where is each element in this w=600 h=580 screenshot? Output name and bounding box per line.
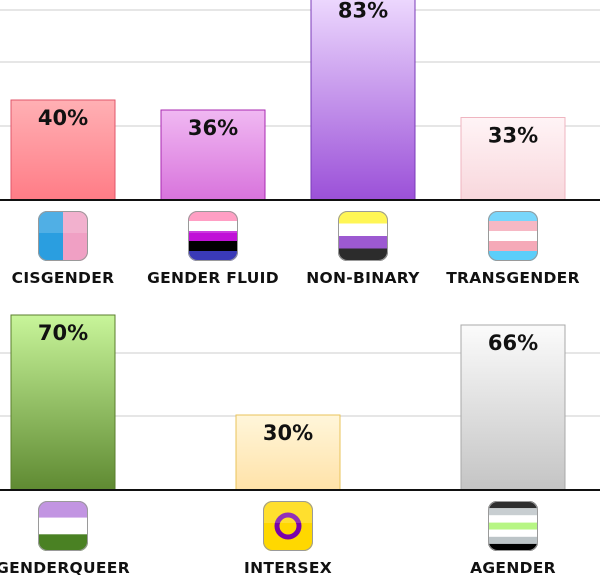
category-label: TRANSGENDER — [446, 269, 580, 287]
transgender-flag-icon — [488, 211, 538, 261]
bar-agender — [460, 324, 566, 491]
category-label: GENDERQUEER — [0, 559, 130, 577]
category-label: INTERSEX — [244, 559, 332, 577]
category-label: AGENDER — [470, 559, 556, 577]
bar-value-label: 36% — [188, 116, 238, 140]
bar-gender-fluid — [160, 109, 266, 201]
intersex-flag-icon — [263, 501, 313, 551]
bar-intersex — [235, 414, 341, 491]
bar-value-label: 33% — [488, 124, 538, 148]
bar-value-label: 30% — [263, 421, 313, 445]
chart-panel-1: 40% CISGENDER 36% GENDER FLUID 83% NON-BINARY… — [0, 0, 600, 287]
chart-panel-2: 70% GENDERQUEER 30% INTERSEX 66% AGENDER — [0, 314, 600, 577]
bar-value-label: 70% — [38, 321, 88, 345]
genderfluid-flag-icon — [188, 211, 238, 261]
cisgender-flag-icon — [38, 211, 88, 261]
genderqueer-flag-icon — [38, 501, 88, 551]
bar-value-label: 40% — [38, 106, 88, 130]
category-label: GENDER FLUID — [147, 269, 279, 287]
bar-value-label: 66% — [488, 331, 538, 355]
nonbinary-flag-icon — [338, 211, 388, 261]
category-label: NON-BINARY — [306, 269, 420, 287]
category-label: CISGENDER — [12, 269, 115, 287]
agender-flag-icon — [488, 501, 538, 551]
bar-value-label: 83% — [338, 0, 388, 23]
bar-genderqueer — [10, 314, 116, 491]
bar-non-binary — [310, 0, 416, 201]
bar-cisgender — [10, 99, 116, 201]
